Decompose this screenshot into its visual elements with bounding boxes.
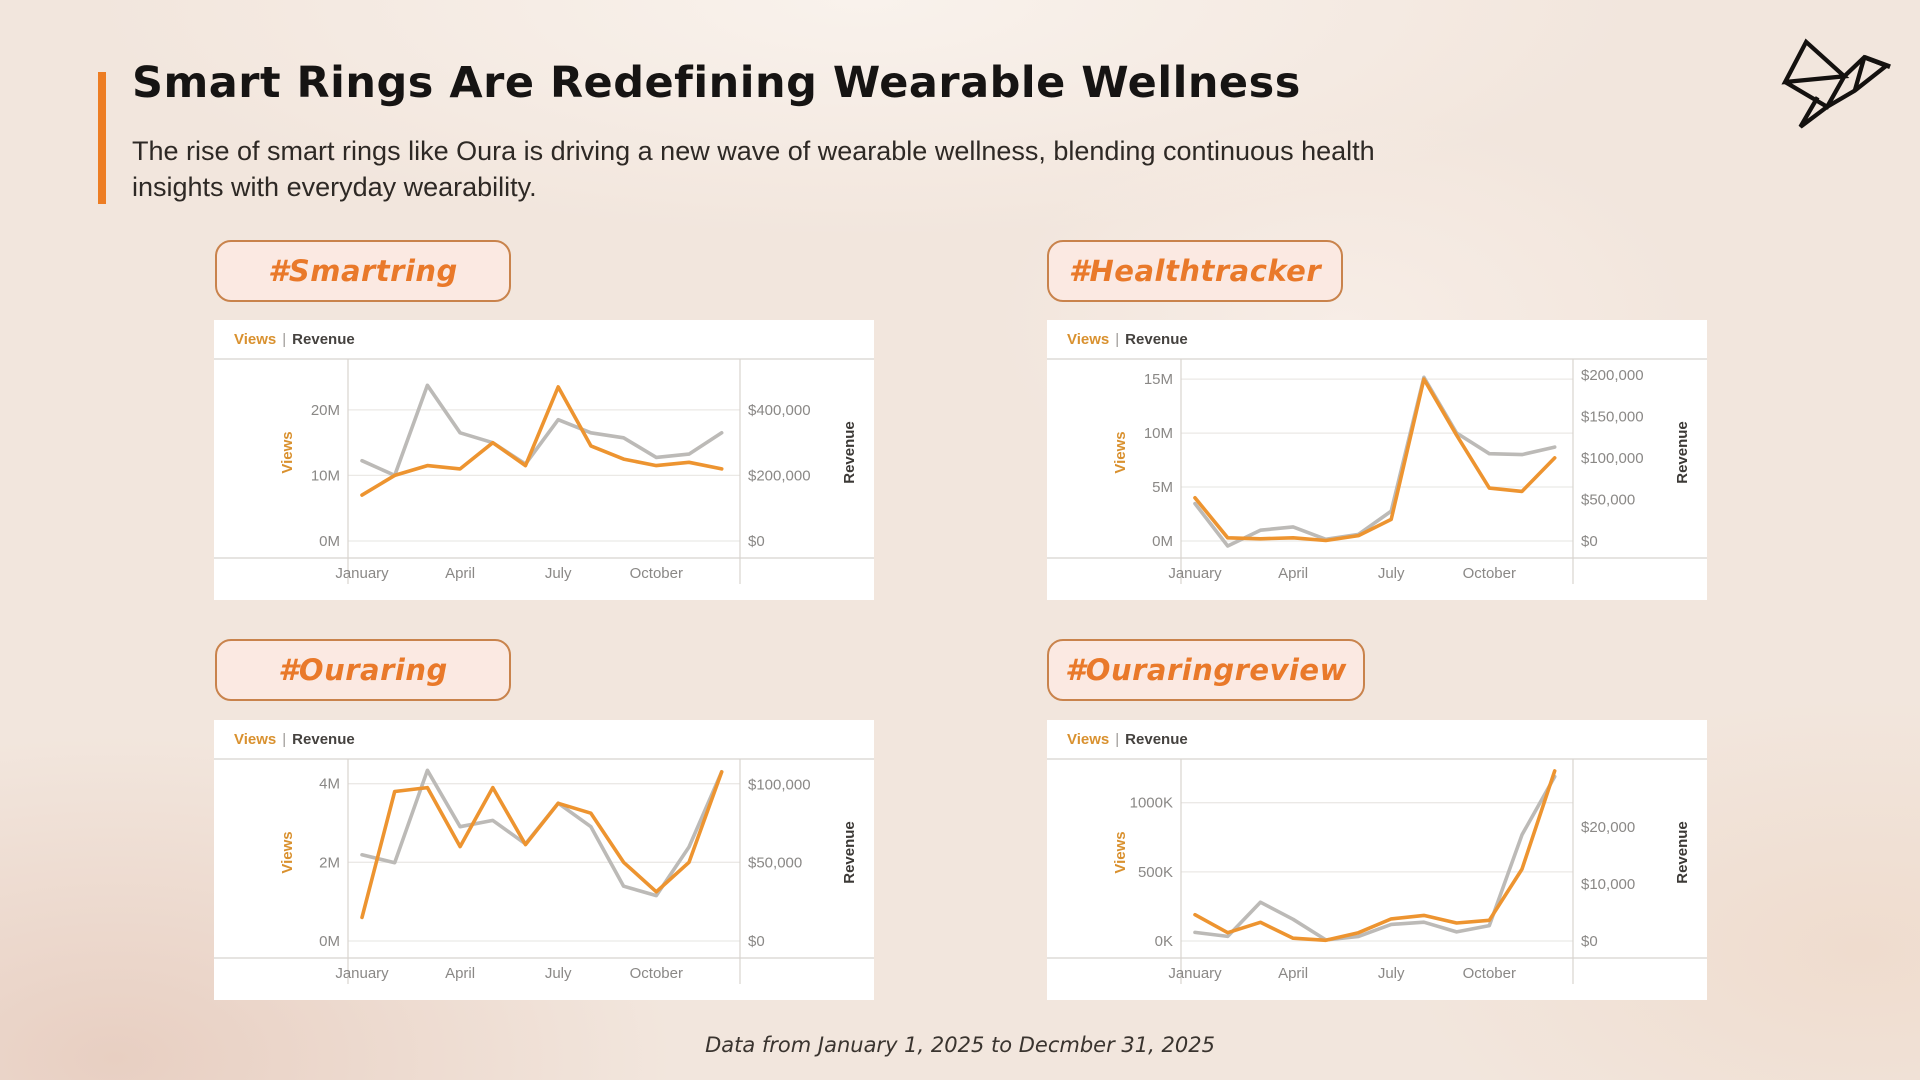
left-axis-tick-label: 15M (1144, 371, 1173, 388)
month-tick-label: April (445, 965, 475, 982)
month-tick-label: April (445, 565, 475, 582)
right-axis-tick-label: $20,000 (1581, 819, 1635, 836)
right-axis-tick-label: $200,000 (748, 467, 811, 484)
views-line (1193, 377, 1557, 543)
right-axis-tick-label: $0 (748, 533, 765, 550)
chart-legend: Views | Revenue (234, 331, 355, 348)
ouraring-line-chart: 0M 2M 4M $0 $50,000 $100,000 January April July O… (214, 758, 874, 984)
chart-panel-ouraringreview: 0K 500K 1000K $0 $10,000 $20,000 January April J… (1047, 720, 1707, 1000)
chart-legend: Views | Revenue (1067, 731, 1188, 748)
chart-panel-healthtracker: 0M 5M 10M 15M $0 $50,000 $100,000 $150,000 $200,… (1047, 320, 1707, 600)
month-tick-label: April (1278, 965, 1308, 982)
hashtag-label: #Healthtracker (1068, 254, 1322, 288)
hashtag-badge-smartring: #Smartring (215, 240, 511, 302)
hashtag-label: #Smartring (268, 254, 458, 288)
right-axis-tick-label: $50,000 (1581, 491, 1635, 508)
revenue-line (1193, 375, 1557, 548)
legend-views-label: Views (1067, 331, 1110, 348)
chart-panel-smartring: 0M 10M 20M $0 $200,000 $400,000 January April Ju… (214, 320, 874, 600)
left-axis-tick-label: 500K (1138, 864, 1173, 881)
views-axis-title: Views (279, 431, 296, 473)
legend-views-label: Views (234, 731, 277, 748)
left-axis-tick-label: 2M (319, 854, 340, 871)
healthtracker-line-chart: 0M 5M 10M 15M $0 $50,000 $100,000 $150,000 $200,… (1047, 358, 1707, 584)
revenue-line (1193, 774, 1557, 942)
hashtag-label: #Ouraring (278, 653, 448, 687)
hashtag-badge-healthtracker: #Healthtracker (1047, 240, 1343, 302)
views-line (360, 385, 724, 497)
revenue-axis-title: Revenue (841, 821, 858, 884)
legend-revenue-label: Revenue (1125, 331, 1188, 348)
left-axis-tick-label: 0M (319, 533, 340, 550)
right-axis-tick-label: $0 (1581, 533, 1598, 550)
left-axis-tick-label: 20M (311, 402, 340, 419)
left-axis-tick-label: 1000K (1130, 795, 1173, 812)
legend-views-label: Views (1067, 731, 1110, 748)
legend-revenue-label: Revenue (292, 331, 355, 348)
month-tick-label: April (1278, 565, 1308, 582)
legend-revenue-label: Revenue (292, 731, 355, 748)
origami-hummingbird-logo-icon (1781, 38, 1891, 129)
legend-revenue-label: Revenue (1125, 731, 1188, 748)
revenue-line (360, 383, 724, 478)
month-tick-label: July (545, 565, 572, 582)
month-tick-label: July (1378, 565, 1405, 582)
page-subtitle: The rise of smart rings like Oura is dri… (132, 136, 1375, 202)
chart-panel-ouraring: 0M 2M 4M $0 $50,000 $100,000 January April July O… (214, 720, 874, 1000)
ouraringreview-line-chart: 0K 500K 1000K $0 $10,000 $20,000 January April J… (1047, 758, 1707, 984)
legend-separator: | (282, 731, 287, 748)
views-line (360, 770, 724, 920)
left-axis-tick-label: 10M (1144, 425, 1173, 442)
right-axis-tick-label: $200,000 (1581, 367, 1644, 384)
right-axis-tick-label: $100,000 (748, 776, 811, 793)
legend-views-label: Views (234, 331, 277, 348)
views-axis-title: Views (279, 831, 296, 873)
chart-legend: Views | Revenue (1067, 331, 1188, 348)
revenue-axis-title: Revenue (1674, 421, 1691, 484)
left-axis-tick-label: 0M (319, 933, 340, 950)
title-accent-bar (98, 72, 106, 204)
hashtag-badge-ouraring: #Ouraring (215, 639, 511, 701)
legend-separator: | (282, 331, 287, 348)
views-line (1193, 769, 1557, 943)
left-axis-tick-label: 0M (1152, 533, 1173, 550)
month-tick-label: October (630, 965, 683, 982)
views-axis-title: Views (1112, 831, 1129, 873)
right-axis-tick-label: $0 (748, 933, 765, 950)
month-tick-label: July (1378, 965, 1405, 982)
month-tick-label: October (1463, 565, 1516, 582)
views-axis-title: Views (1112, 431, 1129, 473)
right-axis-tick-label: $400,000 (748, 402, 811, 419)
left-axis-tick-label: 0K (1155, 933, 1173, 950)
legend-separator: | (1115, 331, 1120, 348)
left-axis-tick-label: 10M (311, 467, 340, 484)
right-axis-tick-label: $100,000 (1581, 450, 1644, 467)
legend-separator: | (1115, 731, 1120, 748)
smartring-line-chart: 0M 10M 20M $0 $200,000 $400,000 January April Ju… (214, 358, 874, 584)
data-range-note: Data from January 1, 2025 to Decmber 31,… (705, 1033, 1215, 1057)
right-axis-tick-label: $150,000 (1581, 408, 1644, 425)
month-tick-label: October (630, 565, 683, 582)
left-axis-tick-label: 4M (319, 776, 340, 793)
month-tick-label: October (1463, 965, 1516, 982)
hashtag-badge-ouraringreview: #Ouraringreview (1047, 639, 1365, 701)
right-axis-tick-label: $10,000 (1581, 876, 1635, 893)
right-axis-tick-label: $50,000 (748, 855, 802, 872)
month-tick-label: January (335, 965, 389, 982)
chart-legend: Views | Revenue (234, 731, 355, 748)
month-tick-label: January (1168, 965, 1222, 982)
month-tick-label: January (335, 565, 389, 582)
month-tick-label: July (545, 965, 572, 982)
month-tick-label: January (1168, 565, 1222, 582)
hashtag-label: #Ouraringreview (1065, 653, 1347, 687)
page-title: Smart Rings Are Redefining Wearable Well… (132, 58, 1301, 108)
right-axis-tick-label: $0 (1581, 933, 1598, 950)
revenue-axis-title: Revenue (841, 421, 858, 484)
revenue-axis-title: Revenue (1674, 821, 1691, 884)
left-axis-tick-label: 5M (1152, 479, 1173, 496)
